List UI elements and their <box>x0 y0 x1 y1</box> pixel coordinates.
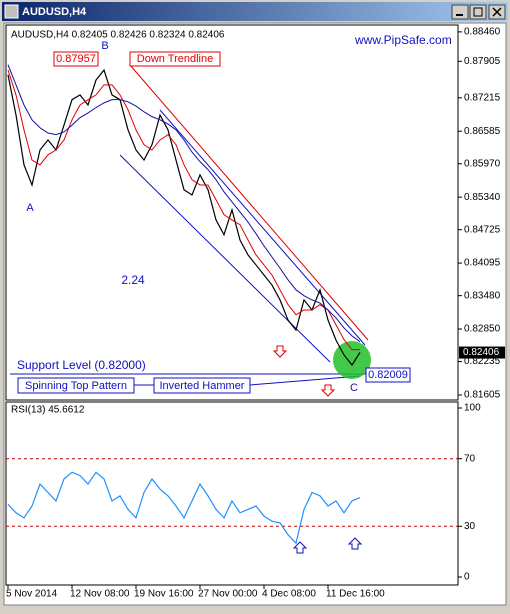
price-panel <box>5 24 459 401</box>
x-tick-label: 5 Nov 2014 <box>6 589 58 600</box>
y-tick-label: 0.81605 <box>464 390 501 401</box>
down-arrow <box>272 345 288 358</box>
icon <box>473 7 483 17</box>
title-bar <box>2 2 508 21</box>
channel-line <box>119 154 331 363</box>
x-tick-label: 19 Nov 16:00 <box>134 589 194 600</box>
plot: 0.88460 0.87905 0.87215 0.86585 0.85970 0.853… <box>6 27 505 600</box>
y-tick-label: 0.84095 <box>464 258 501 269</box>
y-tick-label: 0.85340 <box>464 192 501 203</box>
support-label: Support Level (0.82000) <box>17 358 146 372</box>
chart-header: AUDUSD,H4 0.82405 0.82426 0.82324 0.8240… <box>11 30 225 41</box>
pattern-label: Inverted Hammer <box>160 380 245 392</box>
trend-line <box>129 64 369 341</box>
highlight-circle <box>333 341 371 379</box>
pattern-label: Spinning Top Pattern <box>25 380 127 392</box>
y-tick-label: 0.85970 <box>464 158 501 169</box>
minimize-button[interactable] <box>451 4 469 20</box>
x-tick-label: 27 Nov 00:00 <box>198 589 258 600</box>
y-tick-label: 0.87215 <box>464 92 501 103</box>
y-tick-label: 30 <box>464 521 476 532</box>
y-tick-label: 0.82235 <box>464 356 501 367</box>
point-label: A <box>26 202 34 214</box>
low-label: 0.82009 <box>368 369 408 381</box>
x-tick-label: 12 Nov 08:00 <box>70 589 130 600</box>
price-tag <box>459 346 505 359</box>
ratio-label: 2.24 <box>121 273 145 287</box>
window-icon <box>4 4 19 19</box>
y-tick-label: 0 <box>464 572 470 583</box>
x-tick-label: 4 Dec 08:00 <box>262 589 316 600</box>
label-box <box>53 51 99 67</box>
icon <box>492 7 502 17</box>
y-tick-label: 0.88460 <box>464 27 501 38</box>
price-tag-label: 0.82406 <box>463 347 500 358</box>
up-arrow <box>292 541 308 554</box>
x-tick-label: 11 Dec 16:00 <box>326 589 385 600</box>
rsi-panel <box>5 401 459 586</box>
site-label: www.PipSafe.com <box>354 33 452 47</box>
label-box <box>365 367 411 383</box>
window-buttons[interactable] <box>451 4 506 20</box>
label-box <box>129 51 221 67</box>
high-label: 0.87957 <box>56 53 96 65</box>
chart-area <box>3 22 507 606</box>
y-tick-label: 70 <box>464 453 476 464</box>
y-tick-label: 0.83480 <box>464 290 501 301</box>
point-label: B <box>101 40 108 52</box>
channel-line <box>159 109 366 346</box>
series-line <box>7 471 361 545</box>
trendline-label: Down Trendline <box>137 53 213 65</box>
point-label: C <box>350 382 358 394</box>
series-line <box>7 69 360 351</box>
label-box <box>17 377 135 394</box>
y-tick-label: 0.82850 <box>464 324 501 335</box>
window-title: AUDUSD,H4 <box>22 6 87 18</box>
series-line <box>7 64 361 343</box>
up-arrow <box>347 537 363 550</box>
pointer-line <box>249 375 361 386</box>
y-tick-label: 0.84725 <box>464 224 501 235</box>
series-line <box>7 68 361 367</box>
y-tick-label: 0.87905 <box>464 56 501 67</box>
down-arrow <box>320 384 336 397</box>
label-box <box>153 377 251 394</box>
maximize-button[interactable] <box>469 4 487 20</box>
y-tick-label: 0.86585 <box>464 126 501 137</box>
y-tick-label: 100 <box>464 403 481 414</box>
rsi-header: RSI(13) 45.6612 <box>11 405 85 416</box>
